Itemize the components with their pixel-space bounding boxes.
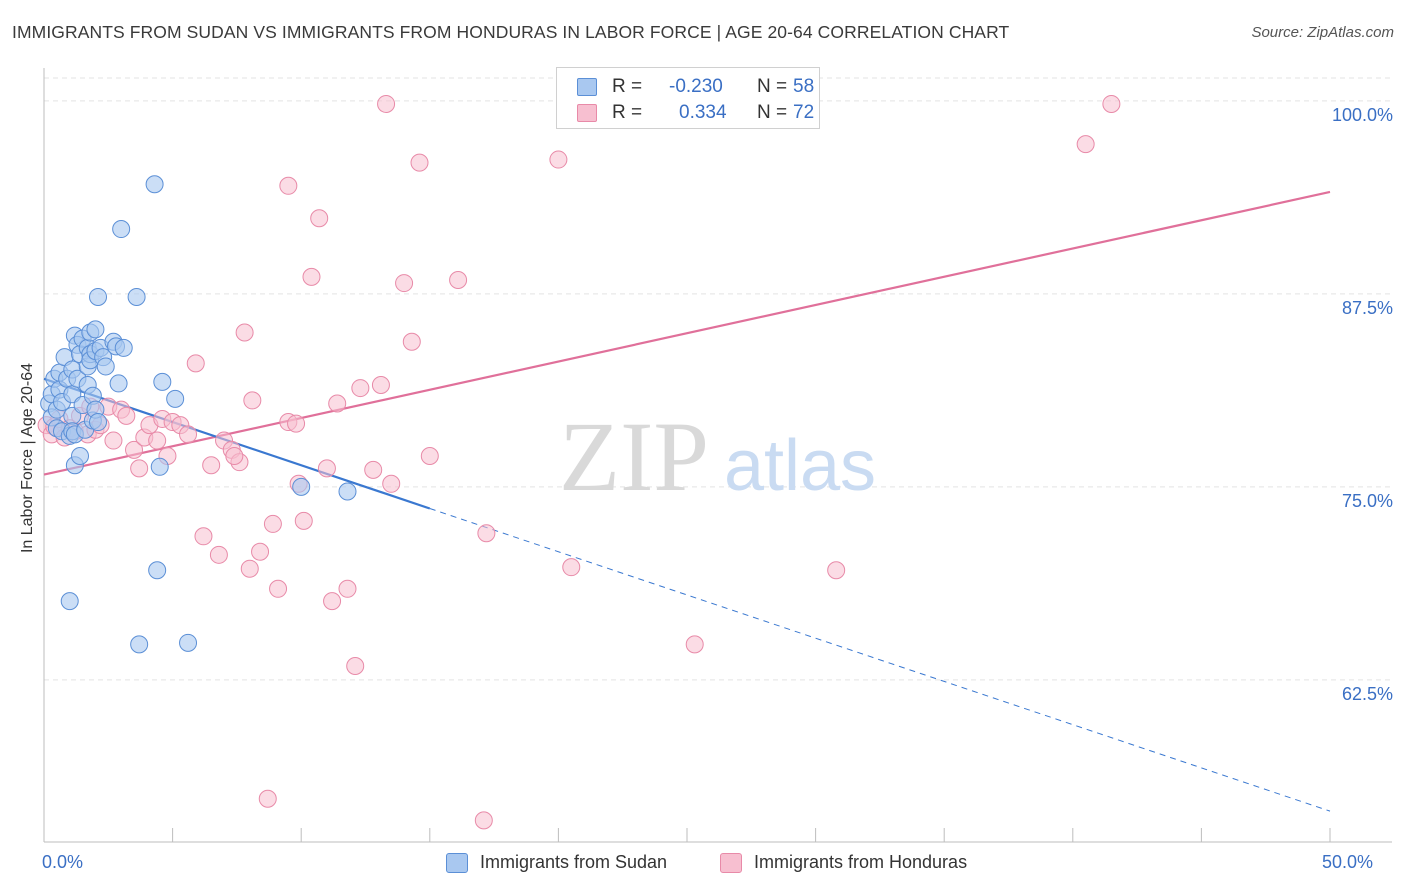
x-tick-min: 0.0% [42,852,84,872]
x-tick-max: 50.0% [1322,852,1374,872]
honduras-point [328,394,347,413]
y-tick-label: 100.0% [1332,105,1393,125]
honduras-point [377,94,396,113]
y-tick-label: 62.5% [1342,684,1393,704]
honduras-point [209,545,228,564]
sudan-point [60,592,79,611]
honduras-point [225,447,244,465]
honduras-point [263,514,282,533]
honduras-point [1102,94,1121,113]
honduras-point [323,592,342,611]
honduras-point [1076,135,1095,154]
honduras-n-value: 72 [793,102,815,123]
honduras-point [346,656,365,675]
sudan-point [114,338,133,357]
honduras-point [477,524,496,543]
honduras-point [130,459,149,478]
honduras-point [317,459,336,478]
honduras-point [685,635,704,654]
honduras-point [402,332,421,351]
honduras-point [258,789,277,808]
honduras-point [104,431,123,450]
y-tick-labels: 62.5% 75.0% 87.5% 100.0% [1332,105,1393,704]
grid-lines [44,77,1392,681]
honduras-point [338,579,357,598]
y-tick-label: 75.0% [1342,491,1393,511]
sudan-swatch-icon [577,78,597,96]
honduras-point [562,558,581,577]
sudan-point [86,320,105,339]
sudan-point [112,220,131,239]
honduras-point [269,579,288,598]
sudan-point [127,287,146,306]
sudan-trend-extension [429,508,1331,812]
honduras-point [449,270,468,289]
honduras-point [202,456,221,475]
honduras-legend-label: Immigrants from Honduras [754,852,968,872]
sudan-point [89,413,108,432]
honduras-point [294,511,313,530]
honduras-point [179,425,198,444]
honduras-point [279,176,298,195]
honduras-point [125,440,144,459]
sudan-point [153,372,172,391]
honduras-point [302,267,321,286]
sudan-point [96,357,115,376]
honduras-point [474,811,493,830]
correlation-legend: R = -0.230 N = 58 R = 0.334 N = 72 [556,67,820,129]
sudan-n-label: N = [757,76,788,97]
honduras-point [410,153,429,172]
sudan-legend-icon [446,853,468,873]
sudan-point [166,389,185,408]
sudan-point [292,477,311,496]
honduras-point [382,474,401,493]
honduras-point [287,414,306,433]
honduras-point [148,431,167,450]
sudan-point [150,457,169,476]
sudan-point [109,374,128,393]
honduras-point [243,391,262,410]
honduras-point [351,379,370,398]
honduras-point [240,559,259,578]
honduras-point [420,447,439,465]
sudan-point [145,175,164,194]
honduras-point [364,460,383,479]
sudan-legend-label: Immigrants from Sudan [480,852,668,872]
watermark-atlas: atlas [724,426,876,506]
y-axis-label: In Labor Force | Age 20-64 [19,362,36,554]
honduras-point [117,406,136,425]
sudan-r-value: -0.230 [669,76,723,97]
honduras-point [186,354,205,373]
honduras-legend-icon [720,853,742,873]
honduras-point [549,150,568,169]
data-points [37,94,1121,830]
honduras-n-label: N = [757,102,788,123]
honduras-point [310,209,329,228]
sudan-r-label: R = [612,76,643,97]
honduras-point [194,527,213,546]
sudan-point [89,287,108,306]
watermark-zip: ZIP [559,401,709,512]
honduras-r-label: R = [612,102,643,123]
honduras-trend-line [43,190,1331,476]
source-label: Source: ZipAtlas.com [1251,24,1394,41]
sudan-n-value: 58 [793,76,815,97]
honduras-point [827,561,846,580]
honduras-point [251,542,270,561]
watermark: ZIP atlas [559,401,876,512]
sudan-point [148,561,167,580]
honduras-point [235,323,254,342]
honduras-swatch-icon [577,104,597,122]
honduras-r-value: 0.334 [679,102,727,123]
sudan-point [338,482,357,501]
y-tick-label: 87.5% [1342,298,1393,318]
honduras-point [371,375,390,394]
honduras-point [395,274,414,293]
axes [43,68,1392,843]
chart-title: IMMIGRANTS FROM SUDAN VS IMMIGRANTS FROM… [12,22,1010,42]
sudan-point [130,635,149,654]
sudan-point [179,633,198,652]
sudan-point [71,447,90,465]
